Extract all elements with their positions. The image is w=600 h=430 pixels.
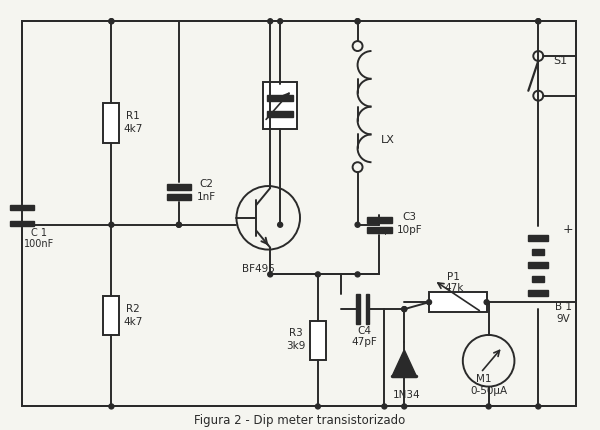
Text: 47pF: 47pF: [352, 337, 377, 347]
Circle shape: [427, 300, 431, 305]
Circle shape: [402, 307, 407, 312]
Text: 4: 4: [382, 228, 387, 237]
Text: 0-50μA: 0-50μA: [470, 386, 507, 396]
Circle shape: [484, 300, 489, 305]
Bar: [532, 249, 544, 255]
Bar: [103, 296, 119, 335]
Text: 1nF: 1nF: [197, 192, 216, 202]
Circle shape: [176, 222, 181, 227]
Bar: [310, 320, 326, 360]
Text: 10pF: 10pF: [397, 225, 422, 235]
Text: 4k7: 4k7: [124, 316, 143, 326]
Circle shape: [268, 272, 272, 277]
Circle shape: [355, 272, 360, 277]
Circle shape: [536, 404, 541, 409]
Bar: [429, 292, 487, 312]
Text: 1N34: 1N34: [392, 390, 420, 399]
Circle shape: [536, 19, 541, 24]
Text: B 1: B 1: [554, 302, 572, 312]
Text: 47k: 47k: [444, 283, 464, 293]
Circle shape: [268, 19, 272, 24]
Text: C3: C3: [402, 212, 416, 222]
Circle shape: [402, 307, 407, 312]
Text: R1: R1: [127, 111, 140, 121]
Text: R3: R3: [289, 329, 303, 338]
Circle shape: [109, 404, 114, 409]
Circle shape: [109, 19, 114, 24]
Bar: [167, 194, 191, 200]
Text: 9V: 9V: [556, 314, 570, 324]
Circle shape: [278, 19, 283, 24]
Circle shape: [316, 404, 320, 409]
Text: C 1: C 1: [31, 228, 47, 238]
Circle shape: [176, 222, 181, 227]
Bar: [529, 290, 548, 296]
Circle shape: [402, 404, 407, 409]
Circle shape: [486, 404, 491, 409]
Text: Figura 2 - Dip meter transistorizado: Figura 2 - Dip meter transistorizado: [194, 414, 406, 427]
Text: P1: P1: [448, 272, 460, 283]
Bar: [532, 276, 544, 283]
Text: 100nF: 100nF: [24, 239, 54, 249]
Circle shape: [109, 222, 114, 227]
Bar: [529, 262, 548, 268]
Circle shape: [382, 404, 387, 409]
Bar: [356, 294, 359, 324]
Text: 3k9: 3k9: [286, 341, 306, 351]
Text: M1: M1: [476, 374, 491, 384]
Bar: [10, 221, 34, 226]
Bar: [267, 111, 293, 117]
Bar: [167, 184, 191, 190]
Circle shape: [355, 222, 360, 227]
Circle shape: [109, 19, 114, 24]
Text: LX: LX: [380, 135, 394, 145]
Text: BF495: BF495: [242, 264, 275, 274]
Circle shape: [355, 19, 360, 24]
Text: +: +: [563, 223, 574, 236]
Bar: [10, 205, 34, 210]
Bar: [367, 217, 392, 223]
Text: R2: R2: [127, 304, 140, 313]
Circle shape: [278, 222, 283, 227]
Bar: [103, 103, 119, 143]
Text: C2: C2: [200, 179, 214, 189]
Bar: [367, 227, 392, 233]
Text: S1: S1: [553, 56, 567, 66]
Circle shape: [355, 19, 360, 24]
Bar: [529, 235, 548, 241]
Bar: [365, 294, 370, 324]
Circle shape: [536, 19, 541, 24]
Bar: [263, 82, 297, 129]
Bar: [267, 95, 293, 101]
Text: C4: C4: [358, 326, 371, 336]
Text: 4k7: 4k7: [124, 124, 143, 134]
Polygon shape: [392, 350, 416, 376]
Circle shape: [316, 272, 320, 277]
